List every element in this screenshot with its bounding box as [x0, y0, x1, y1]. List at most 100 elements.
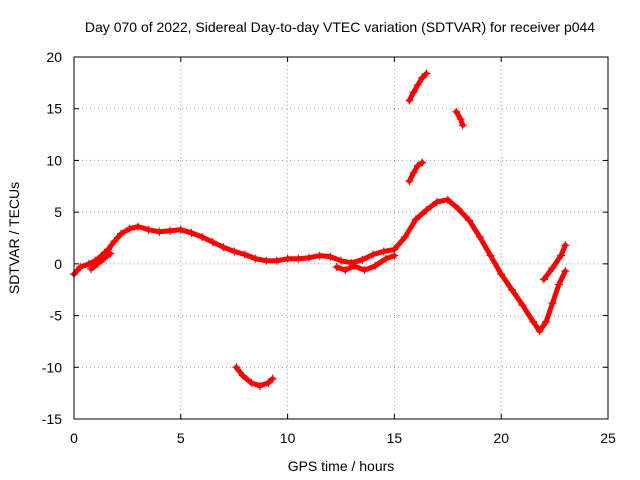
data-point	[358, 255, 367, 264]
data-point	[486, 251, 495, 260]
data-point	[409, 168, 418, 177]
data-point	[106, 249, 115, 258]
y-tick-label: 5	[54, 204, 62, 220]
data-point	[87, 265, 96, 274]
data-point	[360, 266, 369, 275]
data-point	[548, 263, 557, 272]
data-point	[240, 250, 249, 259]
data-point	[187, 228, 196, 237]
series-line	[71, 197, 568, 334]
data-point	[294, 254, 303, 263]
data-point	[561, 241, 570, 250]
y-tick-label: 15	[46, 101, 62, 117]
data-series-group	[70, 69, 570, 390]
data-point	[332, 262, 341, 271]
data-point	[542, 317, 551, 326]
data-point	[413, 161, 422, 170]
plot-frame	[73, 56, 609, 420]
data-point	[99, 254, 108, 263]
data-point	[390, 251, 399, 260]
data-point	[315, 251, 324, 260]
series-line	[88, 251, 113, 272]
data-point	[272, 256, 281, 265]
data-point	[251, 254, 260, 263]
x-tick-label: 25	[600, 430, 616, 446]
y-tick-label: 20	[46, 49, 62, 65]
y-tick-label: -15	[42, 411, 62, 427]
data-point	[247, 378, 256, 387]
data-point	[155, 227, 164, 236]
data-point	[554, 280, 563, 289]
data-point	[456, 115, 465, 124]
data-point	[422, 206, 431, 215]
series-arc-dip	[332, 251, 399, 275]
x-axis-label: GPS time / hours	[288, 458, 395, 474]
data-point	[176, 225, 185, 234]
x-tick-label: 0	[70, 430, 78, 446]
data-point	[219, 243, 228, 252]
series-arc-low-left	[87, 249, 115, 274]
data-point	[418, 158, 427, 167]
data-point	[454, 205, 463, 214]
data-point	[283, 254, 292, 263]
series-arc-right	[452, 107, 467, 130]
data-point	[561, 267, 570, 276]
data-point	[379, 247, 388, 256]
series-arc-main	[70, 195, 570, 336]
data-point	[529, 317, 538, 326]
data-point	[401, 232, 410, 241]
axis-ticks: 0 5 10 15 20 25 -15 -10 -5 0 5 10 15 20	[42, 49, 616, 446]
data-point	[422, 69, 431, 78]
data-point	[433, 197, 442, 206]
data-point	[548, 299, 557, 308]
data-point	[337, 256, 345, 265]
data-point	[255, 381, 264, 390]
data-point	[497, 270, 506, 279]
y-tick-label: -10	[42, 359, 62, 375]
data-point	[84, 259, 93, 268]
data-point	[268, 374, 277, 383]
data-point	[208, 238, 217, 247]
y-axis-label: SDTVAR / TECUs	[6, 182, 22, 294]
data-point	[262, 256, 271, 265]
y-tick-label: 0	[54, 256, 62, 272]
data-point	[411, 215, 420, 224]
data-point	[557, 251, 566, 260]
series-arc-mid	[405, 158, 427, 186]
data-point	[369, 250, 378, 259]
data-point	[409, 88, 418, 97]
data-point	[110, 237, 119, 246]
series-arc-tail	[539, 241, 570, 284]
data-point	[381, 254, 390, 263]
x-tick-label: 15	[387, 430, 403, 446]
series-line	[233, 364, 276, 389]
data-point	[452, 107, 461, 116]
series-arc-high	[405, 69, 431, 105]
data-point	[539, 275, 548, 284]
x-tick-label: 20	[493, 430, 509, 446]
data-point	[238, 371, 247, 380]
data-point	[116, 229, 125, 238]
y-tick-label: -5	[50, 308, 63, 324]
data-point	[413, 80, 422, 89]
data-point	[125, 224, 134, 233]
data-point	[518, 301, 527, 310]
data-point	[418, 73, 427, 82]
data-point	[341, 266, 350, 275]
data-point	[232, 363, 241, 372]
x-tick-label: 5	[177, 430, 185, 446]
data-point	[230, 247, 239, 256]
data-point	[465, 216, 474, 225]
data-point	[349, 261, 358, 270]
data-point	[304, 253, 313, 262]
data-point	[166, 226, 175, 235]
data-point	[264, 378, 273, 387]
series-line	[406, 160, 425, 184]
data-point	[144, 225, 153, 234]
data-point	[535, 327, 544, 336]
chart-title: Day 070 of 2022, Sidereal Day-to-day VTE…	[85, 19, 595, 35]
data-point	[134, 222, 143, 231]
series-arc-neg	[232, 363, 277, 390]
data-point	[76, 262, 85, 271]
